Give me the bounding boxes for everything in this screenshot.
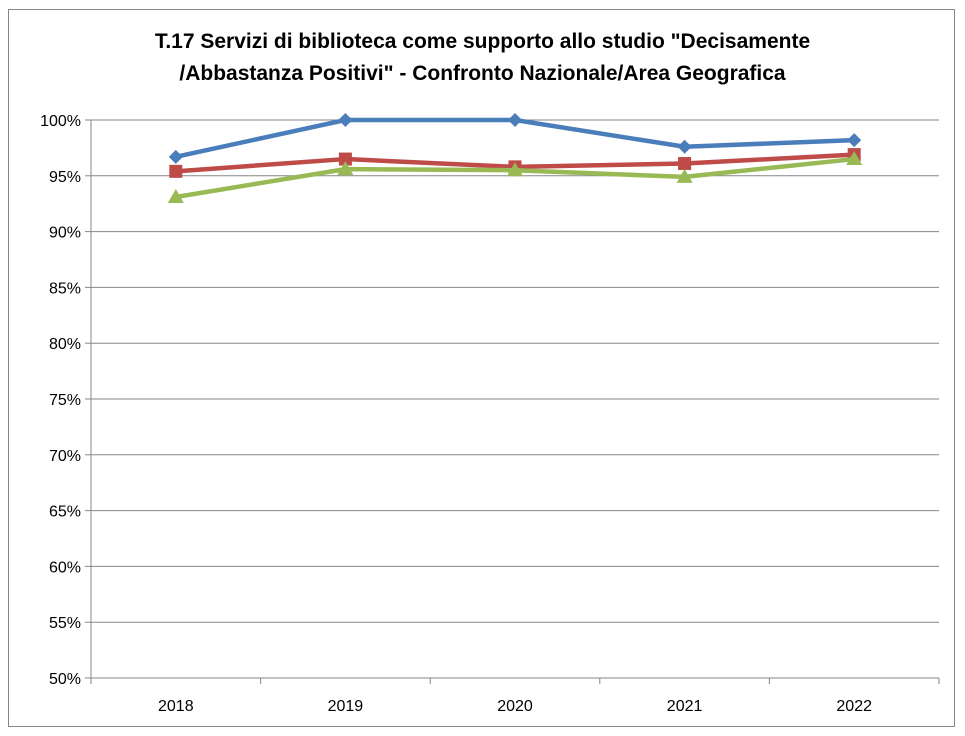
y-tick-label: 55% [49, 615, 81, 632]
chart-title-line-2: /Abbastanza Positivi" - Confronto Nazion… [179, 62, 786, 85]
chart-title-line-1: T.17 Servizi di biblioteca come supporto… [154, 30, 811, 53]
chart-title: T.17 Servizi di biblioteca come supporto… [0, 26, 965, 90]
series-1-point-2018 [168, 149, 183, 164]
series-2-point-2018 [169, 164, 183, 178]
series-1-point-2021 [677, 139, 692, 154]
y-tick-label: 50% [49, 671, 81, 688]
series-3-point-2020 [507, 162, 523, 177]
y-tick-label: 70% [49, 448, 81, 465]
series-3-point-2019 [337, 161, 354, 176]
series-3-point-2018 [167, 189, 184, 204]
y-axis-tick-labels: 50% 55% 60% 65% 70% 75% 80% 85% 90% 95% 100% [40, 113, 81, 688]
series-3 [167, 151, 863, 204]
x-tick-label-2020: 2020 [497, 698, 533, 715]
y-tick-label: 100% [40, 113, 81, 130]
y-tick-label: 75% [49, 392, 81, 409]
y-tick-label: 90% [49, 225, 81, 242]
x-tick-label-2022: 2022 [836, 698, 872, 715]
series-2-point-2021 [678, 157, 692, 171]
x-tick-label-2018: 2018 [158, 698, 194, 715]
x-tick-label-2019: 2019 [328, 698, 364, 715]
series-1-point-2019 [338, 113, 353, 127]
gridlines [91, 119, 939, 623]
chart-frame [8, 9, 955, 727]
series-3-point-2022 [846, 151, 863, 166]
series-1-point-2020 [508, 113, 522, 127]
series-2-point-2019 [338, 152, 352, 166]
x-axis-tick-labels: 2018 2019 2020 2021 2022 [158, 698, 872, 715]
x-tick-label-2021: 2021 [667, 698, 703, 715]
y-tick-label: 80% [49, 336, 81, 353]
series-group [167, 113, 863, 204]
y-tick-label: 95% [49, 169, 81, 186]
y-tick-label: 85% [49, 280, 81, 297]
y-tick-label: 60% [49, 559, 81, 576]
y-tick-label: 65% [49, 504, 81, 521]
series-3-point-2021 [676, 168, 693, 183]
series-1-point-2022 [847, 133, 862, 148]
axes [85, 119, 940, 684]
series-1 [168, 113, 862, 164]
